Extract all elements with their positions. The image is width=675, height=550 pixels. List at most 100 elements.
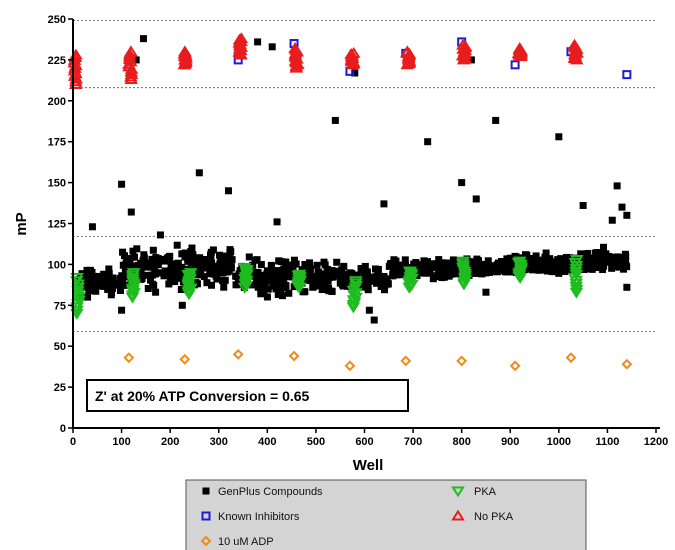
data-point (370, 277, 378, 285)
data-point (282, 258, 290, 266)
data-point (206, 257, 214, 265)
data-point (181, 249, 189, 257)
data-point (224, 187, 232, 195)
data-point (124, 68, 139, 79)
data-point (483, 269, 491, 277)
data-point (439, 272, 447, 280)
data-point (579, 202, 587, 210)
data-point (421, 269, 429, 277)
data-point (546, 258, 554, 266)
data-point (168, 262, 176, 270)
data-point (387, 259, 395, 267)
y-tick-label: 125 (48, 219, 66, 231)
data-point (178, 268, 186, 276)
data-point (220, 283, 228, 291)
x-tick-label: 700 (404, 436, 422, 448)
data-point (346, 46, 361, 58)
data-point (361, 262, 369, 270)
data-point (178, 301, 186, 309)
data-point (170, 273, 178, 281)
x-tick-label: 1000 (547, 436, 571, 448)
data-point (249, 269, 257, 277)
annotation-box: Z' at 20% ATP Conversion = 0.65 (86, 379, 409, 412)
data-point (149, 246, 157, 254)
data-point (260, 281, 268, 289)
data-point (389, 266, 397, 274)
data-point (118, 180, 126, 188)
data-point (144, 285, 152, 293)
data-point (216, 251, 224, 259)
data-point (402, 266, 417, 278)
data-point (217, 269, 225, 277)
data-point (532, 260, 540, 268)
data-point (565, 263, 573, 271)
data-point (424, 267, 432, 275)
data-point (472, 195, 480, 203)
data-point (93, 272, 101, 280)
series-genplus-compounds (76, 35, 631, 324)
data-point (599, 266, 607, 274)
data-point (348, 278, 363, 290)
data-point (206, 270, 214, 278)
data-point (433, 272, 441, 280)
data-point (132, 56, 140, 64)
data-point (420, 257, 428, 265)
data-point (475, 257, 483, 265)
data-point (156, 231, 164, 239)
data-point (320, 277, 328, 285)
data-point (254, 283, 262, 291)
data-point (551, 262, 559, 270)
data-point (328, 287, 336, 295)
x-tick-label: 900 (501, 436, 519, 448)
data-point (192, 279, 200, 287)
data-point (127, 208, 135, 216)
data-point (119, 277, 127, 285)
data-point (374, 275, 382, 283)
data-point (577, 250, 585, 258)
data-point (88, 268, 96, 276)
data-point (88, 223, 96, 231)
data-point (401, 268, 409, 276)
data-point (532, 252, 540, 260)
data-point (288, 261, 296, 269)
data-point (290, 283, 298, 291)
data-point (323, 271, 331, 279)
data-point (370, 316, 378, 324)
data-point (107, 291, 115, 299)
data-point (206, 265, 214, 273)
legend-marker (200, 535, 212, 547)
data-point (210, 270, 218, 278)
data-point (345, 275, 353, 283)
data-point (142, 271, 150, 279)
data-point (542, 249, 550, 257)
data-point (361, 276, 369, 284)
data-point (410, 260, 418, 268)
data-point (163, 268, 171, 276)
data-point (498, 267, 506, 275)
data-point (211, 262, 219, 270)
data-point (449, 256, 457, 264)
data-point (390, 256, 398, 264)
data-point (96, 281, 104, 289)
axis-ticks: 0 25 50 75 100 125 150 175 200 225 250 0 100 200 300 40… (48, 14, 669, 448)
data-point (160, 272, 168, 280)
data-point (622, 70, 632, 80)
data-point (158, 257, 166, 265)
data-point (320, 258, 328, 266)
data-point (149, 280, 157, 288)
y-tick-label: 25 (54, 382, 66, 394)
data-point (565, 254, 573, 262)
legend: GenPlus Compounds Known Inhibitors 10 uM A… (185, 479, 587, 550)
data-point (219, 277, 227, 285)
annotation-text: Z' at 20% ATP Conversion = 0.65 (95, 388, 310, 404)
legend-label: No PKA (474, 511, 514, 523)
data-point (608, 216, 616, 224)
data-point (537, 265, 545, 273)
y-tick-label: 200 (48, 96, 66, 108)
data-point (218, 264, 226, 272)
data-point (495, 259, 503, 267)
data-point (569, 281, 583, 293)
data-point (166, 273, 174, 281)
data-point (208, 281, 216, 289)
data-point (493, 268, 501, 276)
